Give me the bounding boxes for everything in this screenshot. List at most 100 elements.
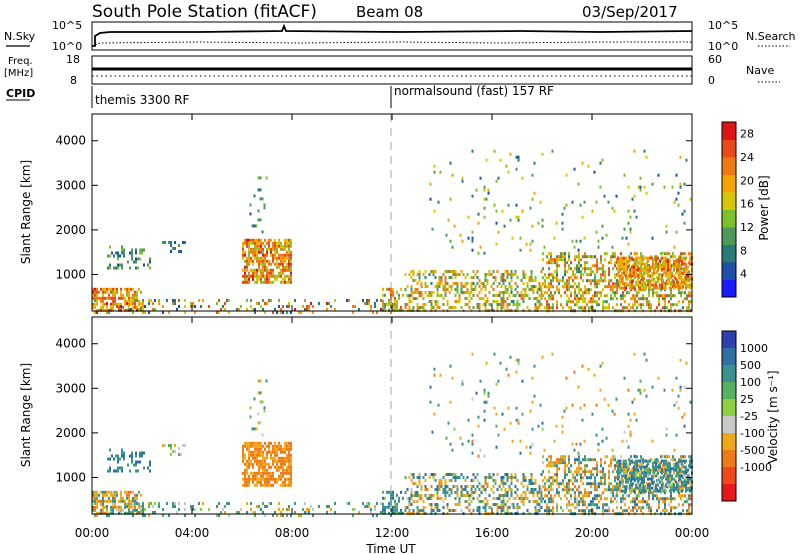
- velocity-echo-cell: [310, 505, 312, 508]
- velocity-echo-cell: [142, 511, 144, 514]
- power-echo-cell: [272, 241, 274, 245]
- velocity-echo-cell: [280, 450, 282, 454]
- velocity-echo-cell: [278, 444, 280, 448]
- power-echo-cell: [683, 271, 685, 275]
- velocity-echo-cell: [106, 493, 108, 497]
- power-echo-cell: [690, 291, 692, 295]
- power-echo-cell: [114, 299, 116, 303]
- power-echo-cell: [681, 271, 683, 275]
- velocity-echo-cell: [110, 508, 112, 511]
- velocity-echo-cell: [117, 454, 119, 458]
- power-echo-cell: [529, 242, 532, 246]
- velocity-echo-cell: [610, 497, 612, 501]
- power-echo-cell: [142, 302, 144, 305]
- velocity-echo-cell: [518, 497, 521, 500]
- power-echo-cell: [568, 285, 570, 289]
- velocity-echo-cell: [272, 447, 274, 451]
- velocity-echo-cell: [498, 485, 501, 488]
- velocity-echo-cell: [470, 485, 473, 488]
- velocity-echo-cell: [274, 465, 276, 469]
- velocity-echo-cell: [502, 494, 505, 497]
- power-echo-cell: [276, 250, 278, 254]
- power-echo-cell: [600, 273, 602, 277]
- nave-tick-top: 60: [708, 53, 722, 66]
- power-echo-cell: [262, 241, 264, 245]
- power-echo-cell: [184, 299, 186, 302]
- power-echo-cell: [242, 250, 244, 254]
- power-echo-cell: [636, 252, 638, 256]
- power-echo-cell: [458, 297, 461, 300]
- velocity-echo-cell: [462, 476, 465, 479]
- power-echo-cell: [686, 306, 688, 310]
- power-echo-cell: [576, 264, 578, 268]
- power-echo-cell: [668, 252, 670, 256]
- power-echo-cell: [94, 296, 96, 300]
- power-echo-cell: [445, 233, 448, 237]
- velocity-echo-cell: [154, 511, 156, 514]
- velocity-echo-cell: [502, 497, 505, 500]
- velocity-echo-cell: [639, 471, 641, 475]
- velocity-echo-cell: [655, 462, 657, 466]
- velocity-echo-cell: [652, 494, 654, 498]
- power-echo-cell: [572, 279, 574, 283]
- power-echo-cell: [640, 303, 642, 307]
- velocity-echo-cell: [478, 500, 481, 503]
- velocity-echo-cell: [114, 496, 116, 500]
- velocity-echo-cell: [680, 485, 682, 489]
- velocity-echo-cell: [172, 505, 174, 508]
- velocity-echo-cell: [252, 456, 254, 460]
- power-echo-cell: [104, 296, 106, 300]
- velocity-echo-cell: [270, 456, 272, 460]
- power-echo-cell: [148, 299, 150, 302]
- velocity-echo-cell: [645, 471, 647, 475]
- velocity-echo-cell: [627, 388, 630, 392]
- power-echo-cell: [408, 306, 411, 309]
- velocity-echo-cell: [400, 508, 402, 512]
- power-echo-cell: [580, 306, 582, 310]
- velocity-echo-cell: [592, 497, 594, 501]
- velocity-echo-cell: [194, 514, 196, 517]
- power-echo-cell: [414, 297, 417, 300]
- power-echo-cell: [468, 291, 471, 294]
- velocity-echo-cell: [658, 506, 660, 510]
- power-echo-cell: [132, 302, 134, 305]
- velocity-echo-cell: [588, 503, 590, 507]
- velocity-echo-cell: [500, 476, 503, 479]
- power-echo-cell: [298, 311, 300, 314]
- power-echo-cell: [426, 285, 429, 288]
- velocity-echo-cell: [168, 514, 170, 517]
- velocity-echo-cell: [474, 488, 477, 491]
- power-echo-cell: [268, 244, 270, 248]
- power-echo-cell: [556, 285, 558, 289]
- power-echo-cell: [578, 288, 580, 292]
- velocity-echo-cell: [244, 444, 246, 448]
- velocity-echo-cell: [479, 379, 482, 383]
- power-echo-cell: [639, 283, 641, 287]
- velocity-echo-cell: [112, 496, 114, 500]
- power-echo-cell: [675, 173, 678, 177]
- velocity-echo-cell: [658, 476, 660, 480]
- velocity-echo-cell: [260, 450, 262, 454]
- velocity-echo-cell: [556, 464, 558, 468]
- power-echo-cell: [282, 256, 284, 260]
- power-echo-cell: [94, 290, 96, 294]
- velocity-echo-cell: [115, 469, 117, 473]
- power-echo-cell: [639, 271, 641, 275]
- power-echo-cell: [675, 277, 677, 281]
- power-echo-cell: [607, 200, 610, 204]
- power-echo-cell: [456, 291, 459, 294]
- velocity-echo-cell: [246, 480, 248, 484]
- velocity-echo-cell: [649, 459, 651, 463]
- velocity-echo-cell: [629, 459, 631, 463]
- velocity-echo-cell: [476, 506, 479, 509]
- velocity-echo-cell: [404, 491, 407, 494]
- power-echo-cell: [272, 256, 274, 260]
- power-echo-cell: [518, 294, 521, 297]
- velocity-echo-cell: [448, 488, 451, 491]
- power-echo-cell: [647, 271, 649, 275]
- power-echo-cell: [251, 224, 254, 228]
- velocity-echo-cell: [627, 424, 630, 428]
- time-axis-tick-label: 16:00: [475, 526, 510, 540]
- power-echo-cell: [582, 291, 584, 295]
- power-echo-cell: [474, 288, 477, 291]
